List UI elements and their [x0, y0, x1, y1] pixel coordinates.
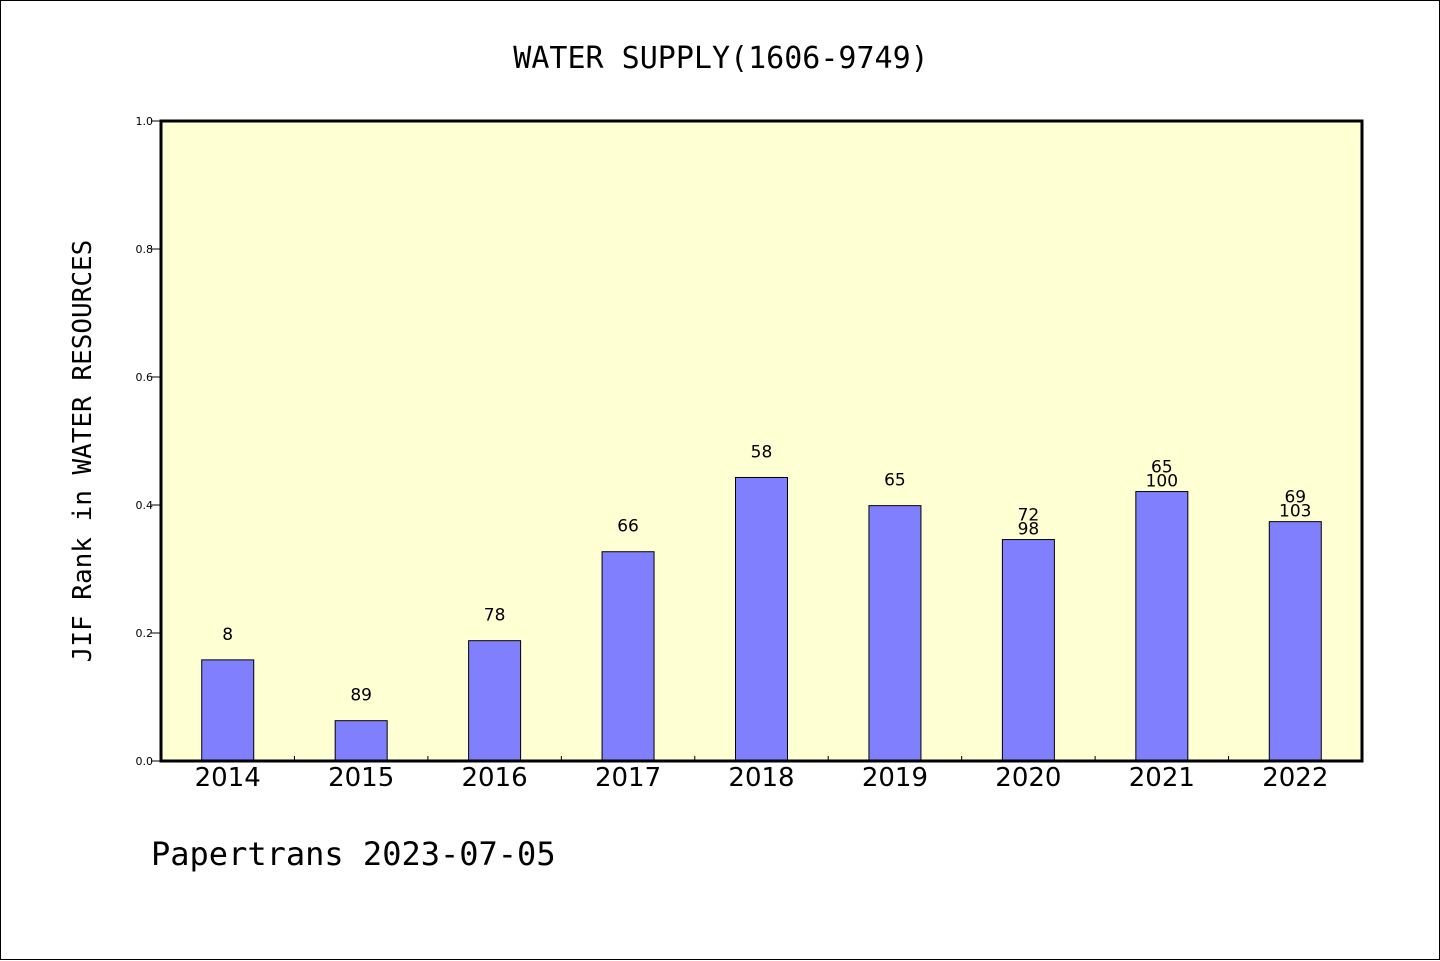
- bar-rank-label-2019: 65: [884, 471, 906, 491]
- bar-2015: [334, 720, 388, 762]
- bar-rank-label-2021: 65: [1151, 458, 1173, 478]
- y-tick-label: 0.0: [136, 755, 154, 768]
- bar-rank-label-2016: 78: [484, 606, 506, 626]
- bar-2021: [1135, 491, 1189, 762]
- bar-2017: [601, 551, 655, 762]
- y-tick-label: 1.0: [136, 115, 154, 128]
- y-axis: 0.0 0.2 0.4 0.6 0.8 1.0: [136, 115, 161, 768]
- x-tick-label-2019: 2019: [862, 763, 928, 793]
- bar-rank-label-2020: 72: [1018, 506, 1040, 526]
- y-tick-label: 0.6: [136, 371, 154, 384]
- bar-2022: [1268, 521, 1322, 762]
- bar-2014: [201, 659, 255, 762]
- bar-2016: [468, 640, 522, 762]
- x-tick-label-2017: 2017: [595, 763, 661, 793]
- y-tick-label: 0.8: [136, 243, 154, 256]
- plot-border: [159, 119, 1364, 763]
- bar-rank-label-2017: 66: [617, 517, 639, 537]
- x-tick-label-2020: 2020: [995, 763, 1061, 793]
- x-tick-label-2014: 2014: [195, 763, 261, 793]
- x-tick-label-2018: 2018: [728, 763, 794, 793]
- bar-total-label-2022: 103: [1279, 502, 1311, 522]
- x-tick-label-2022: 2022: [1262, 763, 1328, 793]
- bar-rank-label-2022: 69: [1284, 488, 1306, 508]
- bar-2019: [868, 505, 922, 762]
- bar-rank-label-2018: 58: [751, 442, 773, 462]
- x-tick-label-2021: 2021: [1129, 763, 1195, 793]
- bars-group: [201, 476, 1322, 762]
- x-tick-label-2016: 2016: [462, 763, 528, 793]
- y-axis-label: JIF Rank in WATER RESOURCES: [68, 240, 98, 663]
- bar-2020: [1001, 539, 1055, 762]
- bar-2018: [735, 476, 788, 762]
- footer-credit: Papertrans 2023-07-05: [151, 835, 556, 873]
- x-tick-label-2015: 2015: [328, 763, 394, 793]
- y-tick-label: 0.4: [136, 499, 154, 512]
- bar-rank-label-2015: 89: [350, 686, 372, 706]
- bar-rank-label-2014: 8: [222, 625, 233, 645]
- chart-title: WATER SUPPLY(1606-9749): [513, 41, 928, 76]
- bar-total-label-2021: 100: [1146, 472, 1178, 492]
- y-tick-label: 0.2: [136, 627, 154, 640]
- x-axis: 2014 2015 2016 2017 2018 2019 2020 2021 2022: [195, 756, 1328, 793]
- bar-total-label-2020: 98: [1018, 520, 1040, 540]
